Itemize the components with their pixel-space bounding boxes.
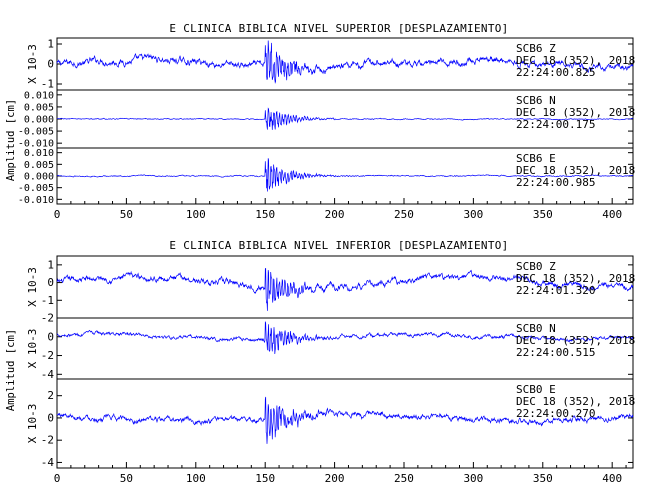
x-tick-label: 400 — [602, 208, 622, 221]
trace-time-label: 22:24:00.270 — [516, 407, 595, 420]
trace-date-label: DEC 18 (352), 2018 — [516, 395, 635, 408]
y-tick-label: 0.010 — [24, 148, 54, 159]
y-tick-label: -4 — [41, 456, 55, 469]
trace-frame-scb0-e — [56, 378, 634, 469]
x-tick-label: 300 — [463, 472, 483, 485]
y-scale-label: X 10-3 — [26, 404, 39, 444]
x-tick-label: 350 — [533, 208, 553, 221]
panel-upper: E CLINICA BIBLICA NIVEL SUPERIOR [DESPLA… — [5, 22, 635, 221]
y-tick-label: 0.010 — [24, 90, 54, 101]
panel-lower-ylabel: Amplitud [cm] — [5, 329, 17, 411]
x-tick-label: 100 — [186, 208, 206, 221]
y-tick-label: 0.000 — [24, 172, 54, 183]
trace-date-label: DEC 18 (352), 2018 — [516, 334, 635, 347]
y-tick-label: 0 — [47, 330, 54, 343]
x-tick-label: 250 — [394, 472, 414, 485]
trace-date-label: DEC 18 (352), 2018 — [516, 54, 635, 67]
trace-station-label: SCB6 N — [516, 94, 556, 107]
x-tick-label: 0 — [54, 472, 61, 485]
y-tick-label: -1 — [41, 294, 54, 307]
y-tick-label: -0.005 — [18, 183, 54, 194]
y-tick-label: -2 — [41, 434, 54, 447]
trace-station-label: SCB0 Z — [516, 260, 556, 273]
waveform-scb6-z — [56, 40, 634, 84]
panel-upper-ylabel: Amplitud [cm] — [5, 99, 17, 181]
trace-date-label: DEC 18 (352), 2018 — [516, 164, 635, 177]
x-tick-label: 150 — [255, 208, 275, 221]
waveform-scb0-e — [56, 396, 634, 444]
trace-station-label: SCB6 E — [516, 152, 556, 165]
y-tick-label: 0.005 — [24, 102, 54, 113]
x-tick-label: 350 — [533, 472, 553, 485]
x-tick-label: 200 — [325, 472, 345, 485]
y-scale-label: X 10-3 — [26, 44, 39, 84]
y-scale-label: X 10-3 — [26, 267, 39, 307]
trace-time-label: 22:24:00.825 — [516, 66, 595, 79]
trace-station-label: SCB0 E — [516, 383, 556, 396]
y-tick-label: -1 — [41, 78, 54, 91]
y-tick-label: -0.010 — [18, 139, 54, 150]
x-tick-label: 0 — [54, 208, 61, 221]
waveform-scb0-z — [56, 267, 634, 311]
panel-upper-title: E CLINICA BIBLICA NIVEL SUPERIOR [DESPLA… — [169, 22, 508, 35]
trace-station-label: SCB6 Z — [516, 42, 556, 55]
y-tick-label: 0 — [47, 276, 54, 289]
trace-date-label: DEC 18 (352), 2018 — [516, 272, 635, 285]
y-tick-label: -0.010 — [18, 195, 54, 206]
x-tick-label: 300 — [463, 208, 483, 221]
waveform-scb6-e — [56, 158, 634, 192]
y-tick-label: 0 — [47, 58, 54, 71]
y-tick-label: 0 — [47, 411, 54, 424]
panel-lower: E CLINICA BIBLICA NIVEL INFERIOR [DESPLA… — [5, 239, 635, 485]
x-tick-label: 250 — [394, 208, 414, 221]
trace-time-label: 22:24:01.320 — [516, 284, 595, 297]
panel-lower-title: E CLINICA BIBLICA NIVEL INFERIOR [DESPLA… — [169, 239, 508, 252]
x-tick-label: 400 — [602, 472, 622, 485]
y-tick-label: -4 — [41, 368, 55, 381]
y-tick-label: 0.000 — [24, 115, 54, 126]
trace-time-label: 22:24:00.985 — [516, 176, 595, 189]
y-tick-label: -0.005 — [18, 127, 54, 138]
trace-time-label: 22:24:00.175 — [516, 118, 595, 131]
x-tick-label: 150 — [255, 472, 275, 485]
y-tick-label: 2 — [47, 389, 54, 402]
x-tick-label: 50 — [120, 208, 133, 221]
y-tick-label: 0.005 — [24, 160, 54, 171]
trace-time-label: 22:24:00.515 — [516, 346, 595, 359]
y-scale-label: X 10-3 — [26, 329, 39, 369]
x-tick-label: 50 — [120, 472, 133, 485]
y-tick-label: 1 — [47, 38, 54, 51]
trace-station-label: SCB0 N — [516, 322, 556, 335]
x-tick-label: 200 — [325, 208, 345, 221]
y-tick-label: 1 — [47, 258, 54, 271]
y-tick-label: -2 — [41, 349, 54, 362]
trace-date-label: DEC 18 (352), 2018 — [516, 106, 635, 119]
y-tick-label: -2 — [41, 312, 54, 325]
waveform-scb0-n — [56, 321, 634, 355]
waveform-scb6-n — [56, 107, 634, 130]
x-tick-label: 100 — [186, 472, 206, 485]
